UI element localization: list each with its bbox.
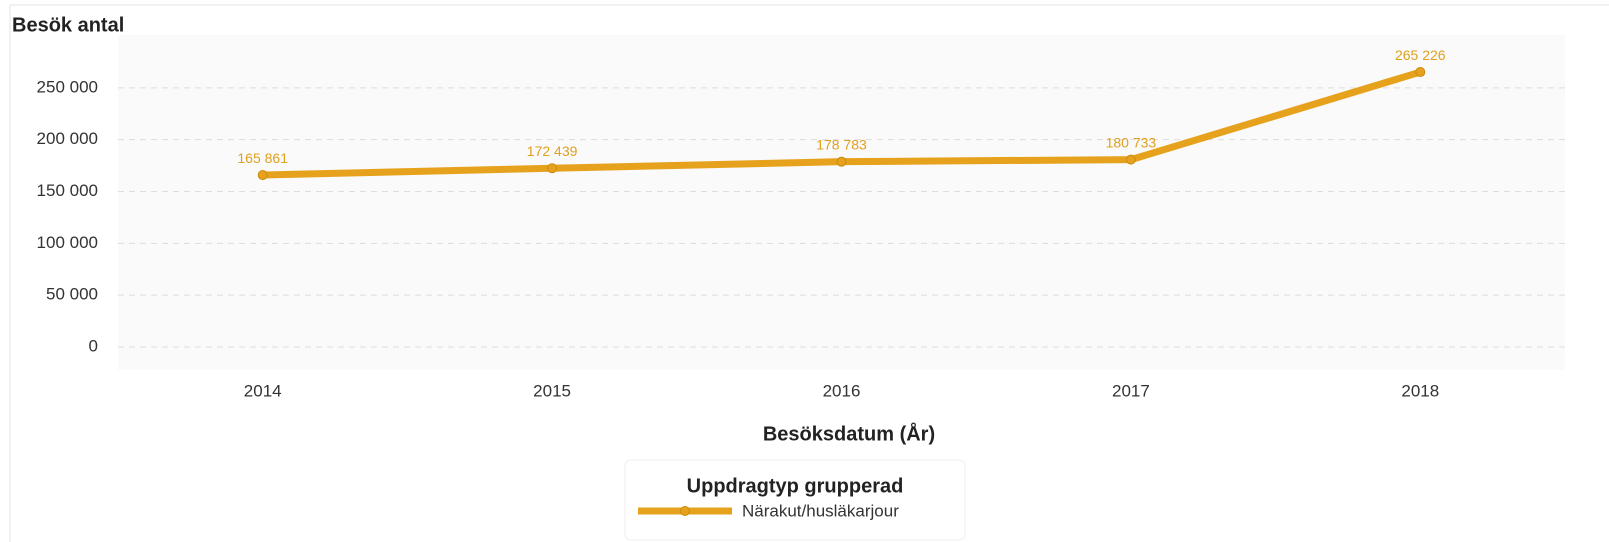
x-tick-label: 2017 bbox=[1112, 381, 1150, 400]
value-label: 165 861 bbox=[237, 150, 288, 166]
x-tick-label: 2015 bbox=[533, 381, 571, 400]
legend-marker bbox=[680, 506, 690, 516]
point-marker bbox=[1125, 154, 1136, 165]
y-tick-label: 150 000 bbox=[37, 181, 98, 200]
x-tick-label: 2016 bbox=[823, 381, 861, 400]
plot-area bbox=[118, 35, 1565, 370]
y-tick-label: 0 bbox=[89, 336, 98, 355]
value-label: 172 439 bbox=[527, 143, 578, 159]
y-tick-label: 100 000 bbox=[37, 233, 98, 252]
point-marker bbox=[257, 170, 268, 181]
y-axis-title: Besök antal bbox=[12, 14, 124, 36]
point-marker bbox=[547, 163, 558, 174]
y-tick-label: 250 000 bbox=[37, 77, 98, 96]
legend-box bbox=[624, 459, 966, 541]
x-tick-label: 2014 bbox=[244, 381, 282, 400]
x-axis-title: Besöksdatum (År) bbox=[763, 421, 935, 445]
value-label: 265 226 bbox=[1395, 47, 1446, 63]
value-label: 180 733 bbox=[1106, 134, 1157, 150]
legend-label: Närakut/husläkarjour bbox=[742, 501, 899, 520]
value-label: 178 783 bbox=[816, 136, 867, 152]
y-tick-label: 50 000 bbox=[46, 285, 98, 304]
y-tick-label: 200 000 bbox=[37, 129, 98, 148]
legend-title: Uppdragtyp grupperad bbox=[687, 475, 904, 497]
point-marker bbox=[1415, 67, 1426, 78]
x-tick-label: 2018 bbox=[1401, 381, 1439, 400]
point-marker bbox=[836, 156, 847, 167]
